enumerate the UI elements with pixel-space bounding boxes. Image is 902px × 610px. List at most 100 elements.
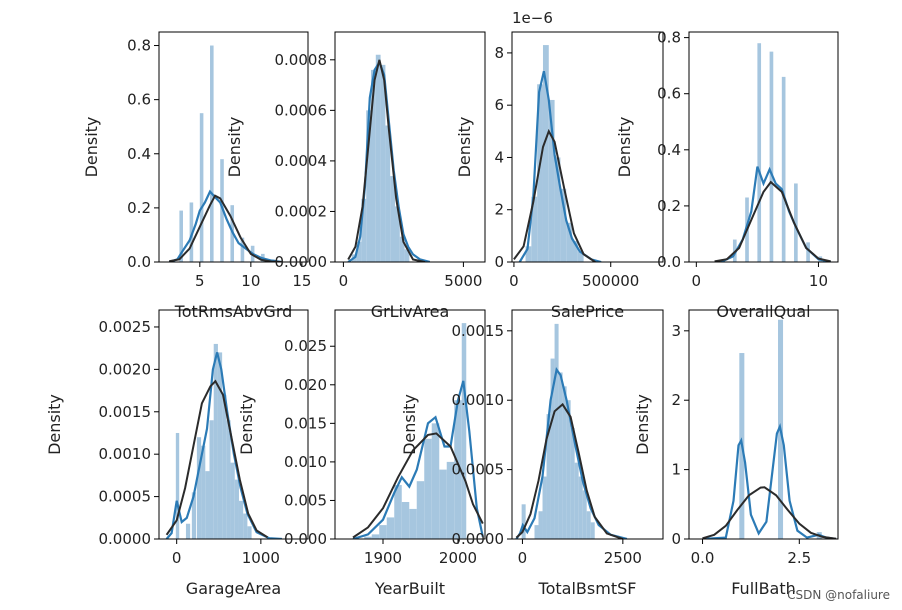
y-tick-label: 0.4 <box>657 141 681 159</box>
hist-bar-7 <box>806 242 810 262</box>
x-axis-label: FullBath <box>731 579 796 598</box>
hist-bar-16 <box>247 526 252 539</box>
hist-bar-15 <box>243 513 248 539</box>
y-tick-label: 0.0002 <box>275 202 328 220</box>
x-tick-label: 10 <box>241 272 260 290</box>
y-axis-label: Density <box>237 394 256 455</box>
y-axis-label: Density <box>633 394 652 455</box>
y-tick-label: 0.0000 <box>275 253 328 271</box>
x-tick-label: 1000 <box>242 549 280 567</box>
axes-frame <box>511 31 664 263</box>
y-tick-label: 0.0020 <box>99 360 152 378</box>
hist-bar-7 <box>209 420 214 539</box>
x-tick-label: 0 <box>692 272 702 290</box>
y-tick-label: 0.0010 <box>452 391 505 409</box>
x-tick-label: 2500 <box>604 549 642 567</box>
x-tick-label: 5000 <box>444 272 482 290</box>
y-tick-label: 0 <box>494 253 504 271</box>
y-tick-label: 0.0004 <box>275 152 328 170</box>
kde-curve <box>702 422 837 539</box>
hist-bar-10 <box>577 251 584 262</box>
hist-bar-8 <box>385 125 391 262</box>
y-tick-label: 0.0008 <box>275 51 328 69</box>
hist-bar-10 <box>566 400 571 539</box>
y-tick-label: 2 <box>494 201 504 219</box>
hist-bar-5 <box>371 69 376 262</box>
y-tick-label: 1 <box>671 461 681 479</box>
hist-bar-14 <box>461 323 467 539</box>
y-tick-label: 0.0 <box>127 253 151 271</box>
hist-bar-7 <box>560 188 567 262</box>
subplot-overallqual: 0 10 0.0 0.2 0.4 0.6 0.8 OverallQual Density <box>615 29 839 321</box>
hist-bar-13 <box>454 400 462 539</box>
y-tick-label: 0 <box>671 530 681 548</box>
x-tick-label: 2000 <box>439 549 477 567</box>
y-tick-label: 0.0005 <box>452 461 505 479</box>
hist-bar-4 <box>386 517 395 539</box>
axes-frame <box>158 31 309 263</box>
normal-fit-curve <box>714 180 831 262</box>
hist-bar-3 <box>379 525 387 539</box>
y-tick-label: 0.0015 <box>99 403 152 421</box>
hist-bar-10 <box>222 394 227 539</box>
y-tick-label: 0.0000 <box>452 530 505 548</box>
y-tick-label: 2 <box>671 391 681 409</box>
y-axis-label: Density <box>45 394 64 455</box>
hist-bar-14 <box>582 490 587 539</box>
hist-bar-4 <box>542 476 547 539</box>
subplot-saleprice: 0 500000 0 2 4 6 8 1e−6 SalePrice Density <box>455 9 664 321</box>
x-tick-label: 5 <box>195 272 205 290</box>
y-tick-label: 3 <box>671 322 681 340</box>
subplot-totalbsmtsf: 0 2500 0.0000 0.0005 0.0010 0.0015 TotalBsmtSF… <box>400 309 664 598</box>
x-tick-label: 2.5 <box>787 549 811 567</box>
y-axis-label: Density <box>400 394 419 455</box>
hist-bar-9 <box>424 438 432 539</box>
x-tick-label: 1900 <box>364 549 402 567</box>
hist-bar-4 <box>769 51 774 262</box>
x-tick-label: 500000 <box>582 272 639 290</box>
y-tick-label: 0.6 <box>657 85 681 103</box>
hist-bar-6 <box>375 54 381 262</box>
x-axis-label: GrLivArea <box>371 302 450 321</box>
hist-bar-7 <box>240 237 245 262</box>
y-tick-label: 0.4 <box>127 145 151 163</box>
hist-bar-10 <box>431 423 440 539</box>
hist-bar-8 <box>213 343 218 539</box>
hist-bar-4 <box>542 45 549 262</box>
hist-bar-1 <box>175 432 180 539</box>
y-tick-label: 0.020 <box>284 376 327 394</box>
hist-bar-5 <box>546 414 551 539</box>
hist-bar-9 <box>572 241 578 262</box>
y-axis-label: Density <box>615 117 634 178</box>
subplot-grlivarea: 0 5000 0.0000 0.0002 0.0004 0.0006 0.0008 GrLiv… <box>225 31 486 321</box>
hist-bar-12 <box>230 462 235 539</box>
y-tick-label: 0.015 <box>284 414 327 432</box>
hist-bar-16 <box>590 522 595 539</box>
y-tick-label: 0.2 <box>127 199 151 217</box>
hist-bar-3 <box>537 84 543 262</box>
x-tick-label: 15 <box>292 272 311 290</box>
y-tick-label: 8 <box>494 44 504 62</box>
y-axis-label: Density <box>225 117 244 178</box>
axes-frame <box>334 31 486 263</box>
y-tick-label: 0.010 <box>284 453 327 471</box>
hist-bar-2 <box>371 534 380 539</box>
axes-frame <box>158 309 309 540</box>
normal-fit-curve <box>702 486 837 539</box>
hist-bar-7 <box>554 323 559 539</box>
y-axis-offset-label: 1e−6 <box>512 9 553 27</box>
axes-frame <box>688 309 839 540</box>
subplot-yearbuilt: 1900 2000 0.000 0.005 0.010 0.015 0.020 0.025 Ye… <box>237 309 486 598</box>
hist-bar-1 <box>525 246 532 262</box>
y-tick-label: 0.0000 <box>99 530 152 548</box>
kde-curve <box>352 380 484 539</box>
hist-bar-6 <box>550 358 555 539</box>
hist-bar-3 <box>757 43 762 262</box>
normal-fit-curve <box>513 128 596 262</box>
hist-bar-5 <box>394 485 402 539</box>
axes-frame <box>334 309 486 540</box>
x-axis-label: TotRmsAbvGrd <box>174 302 293 321</box>
normal-fit-curve <box>169 194 282 262</box>
hist-bar-2 <box>185 523 191 539</box>
hist-bar-3 <box>361 198 367 262</box>
